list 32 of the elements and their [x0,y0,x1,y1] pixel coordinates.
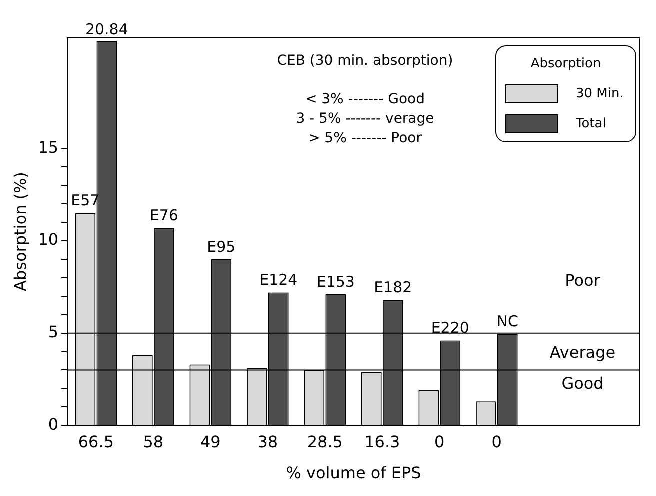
annotation: < 3% ------- Good [305,92,425,108]
annotation: E153 [316,272,355,291]
x-axis-title: % volume of EPS [286,464,422,483]
annotation: NC [496,312,518,331]
x-tick-label: 0 [492,432,502,452]
annotation: Good [562,374,604,394]
x-tick-label: 49 [200,432,221,452]
x-tick-label: 38 [258,432,278,452]
x-tick-label: 58 [143,432,164,452]
x-tick-label: 28.5 [307,432,343,452]
x-tick-label: 66.5 [78,432,114,452]
annotation: E182 [374,278,412,296]
y-tick-label: 10 [38,230,59,250]
y-tick-label: 5 [48,322,59,342]
legend-label: Total [575,116,606,132]
annotation: > 5% ------- Poor [308,130,422,146]
legend-title: Absorption [530,56,602,72]
annotation: E95 [207,238,236,256]
x-tick-label: 0 [434,432,445,452]
y-tick-label: 15 [38,138,59,157]
annotation: Poor [565,270,601,290]
y-axis-title: Absorption (%) [10,172,30,292]
annotation: 3 - 5% ------- verage [296,111,434,128]
legend-label: 30 Min. [576,86,624,102]
annotation: Average [550,342,616,362]
y-tick-label: 0 [48,414,59,434]
x-tick-label: 16.3 [364,432,400,452]
annotation: E76 [150,206,178,224]
annotation: CEB (30 min. absorption) [277,52,454,69]
data-label: 20.84 [85,20,128,38]
annotation: E124 [260,271,298,290]
annotation: E220 [431,319,470,338]
